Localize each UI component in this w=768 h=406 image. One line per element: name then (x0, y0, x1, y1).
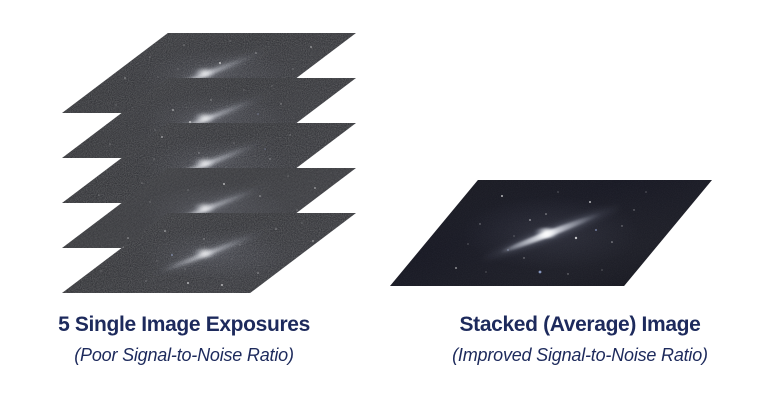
stacked-average-frame (390, 180, 712, 286)
right-caption-subtitle: (Improved Signal-to-Noise Ratio) (452, 345, 708, 365)
left-caption-subtitle: (Poor Signal-to-Noise Ratio) (74, 345, 294, 365)
right-caption-title: Stacked (Average) Image (459, 313, 701, 336)
right-caption: Stacked (Average) Image (Improved Signal… (392, 314, 768, 364)
left-caption: 5 Single Image Exposures (Poor Signal-to… (0, 314, 368, 364)
left-caption-title: 5 Single Image Exposures (58, 313, 310, 336)
sensor-grain-layer (390, 180, 712, 286)
